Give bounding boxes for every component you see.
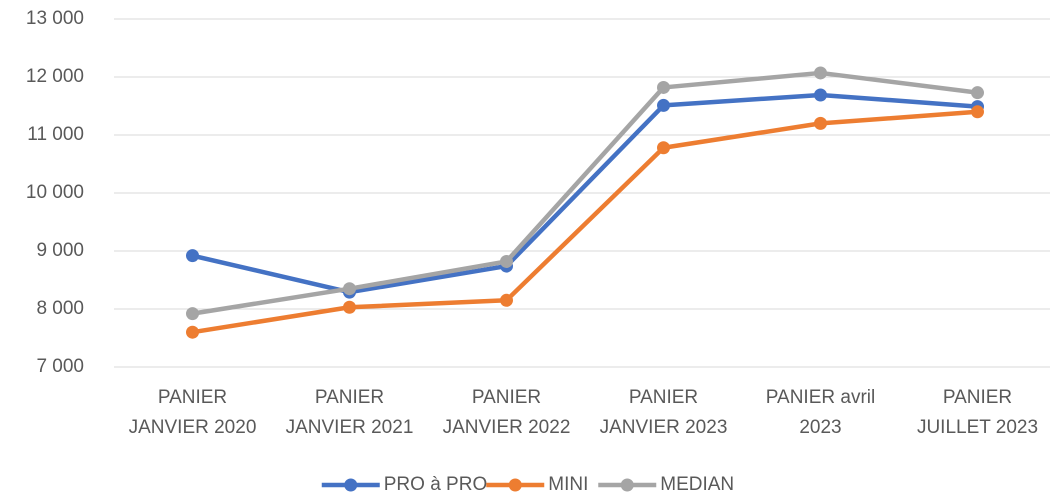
y-tick-label: 7 000	[36, 356, 84, 377]
series-line	[191, 92, 978, 295]
x-tick-label: PANIER JANVIER 2023	[599, 387, 728, 438]
y-tick-label: 8 000	[36, 298, 84, 319]
data-point	[186, 325, 199, 339]
series-line	[192, 70, 978, 316]
legend-marker	[508, 478, 522, 492]
x-tick-label: PANIER avril 2023	[765, 387, 876, 438]
y-tick-label: 12 000	[26, 66, 84, 87]
series-line	[192, 109, 978, 335]
data-point	[814, 116, 827, 130]
legend-label: MEDIAN	[660, 474, 734, 495]
data-point	[186, 307, 199, 321]
data-point	[814, 88, 827, 102]
y-tick-label: 9 000	[36, 240, 84, 261]
y-tick-label: 11 000	[27, 124, 84, 145]
legend-marker	[344, 478, 358, 492]
data-point	[814, 66, 827, 80]
data-point	[657, 141, 670, 155]
data-point	[657, 80, 670, 94]
data-point	[971, 105, 984, 119]
x-tick-label: PANIER JANVIER 2022	[442, 387, 571, 438]
data-point	[186, 249, 199, 263]
legend-label: PRO à PRO	[384, 474, 487, 495]
x-tick-label: PANIER JANVIER 2020	[128, 387, 257, 438]
y-tick-label: 10 000	[26, 182, 84, 203]
legend-label: MINI	[548, 474, 588, 495]
data-point	[500, 293, 513, 307]
x-tick-label: PANIER JANVIER 2021	[285, 387, 414, 438]
legend-marker	[620, 478, 634, 492]
data-point	[657, 98, 670, 112]
data-point	[500, 254, 513, 268]
x-tick-label: PANIER JUILLET 2023	[916, 387, 1039, 438]
y-tick-label: 13 000	[26, 8, 84, 29]
data-point	[343, 300, 356, 314]
data-point	[343, 282, 356, 296]
data-point	[971, 86, 984, 100]
